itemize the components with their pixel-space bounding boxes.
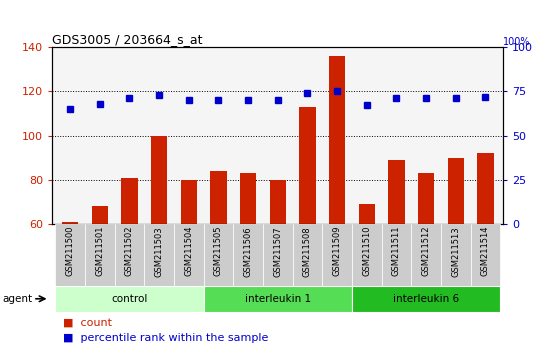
Text: GSM211510: GSM211510 — [362, 226, 371, 276]
Bar — [55, 224, 85, 286]
Text: GSM211508: GSM211508 — [303, 226, 312, 276]
Text: ■  percentile rank within the sample: ■ percentile rank within the sample — [63, 333, 268, 343]
Text: GSM211511: GSM211511 — [392, 226, 401, 276]
Bar — [204, 286, 352, 312]
Bar — [263, 224, 293, 286]
Bar — [180, 180, 197, 224]
Text: GSM211509: GSM211509 — [333, 226, 342, 276]
Bar — [144, 224, 174, 286]
Text: GSM211514: GSM211514 — [481, 226, 490, 276]
Bar — [62, 222, 78, 224]
Text: GSM211507: GSM211507 — [273, 226, 282, 276]
Bar — [441, 224, 471, 286]
Text: GSM211512: GSM211512 — [422, 226, 431, 276]
Bar — [240, 173, 256, 224]
Bar — [418, 173, 434, 224]
Bar — [174, 224, 204, 286]
Bar — [210, 171, 227, 224]
Bar — [151, 136, 167, 224]
Bar — [322, 224, 352, 286]
Text: interleukin 1: interleukin 1 — [245, 294, 311, 304]
Bar — [448, 158, 464, 224]
Bar — [114, 224, 144, 286]
Bar — [359, 204, 375, 224]
Text: GSM211506: GSM211506 — [244, 226, 252, 276]
Bar — [85, 224, 114, 286]
Bar — [352, 224, 382, 286]
Text: GSM211500: GSM211500 — [65, 226, 75, 276]
Text: GDS3005 / 203664_s_at: GDS3005 / 203664_s_at — [52, 33, 203, 46]
Text: GSM211504: GSM211504 — [184, 226, 193, 276]
Text: ■  count: ■ count — [63, 318, 112, 328]
Text: GSM211501: GSM211501 — [95, 226, 104, 276]
Bar — [270, 180, 286, 224]
Bar — [91, 206, 108, 224]
Bar — [121, 178, 138, 224]
Bar — [411, 224, 441, 286]
Text: GSM211513: GSM211513 — [452, 226, 460, 276]
Text: 100%: 100% — [503, 37, 531, 47]
Bar — [382, 224, 411, 286]
Bar — [293, 224, 322, 286]
Bar — [204, 224, 233, 286]
Text: interleukin 6: interleukin 6 — [393, 294, 459, 304]
Bar — [352, 286, 500, 312]
Bar — [55, 286, 204, 312]
Text: GSM211502: GSM211502 — [125, 226, 134, 276]
Bar — [477, 153, 493, 224]
Text: GSM211505: GSM211505 — [214, 226, 223, 276]
Bar — [299, 107, 316, 224]
Bar — [388, 160, 405, 224]
Bar — [233, 224, 263, 286]
Text: GSM211503: GSM211503 — [155, 226, 163, 276]
Bar — [329, 56, 345, 224]
Text: control: control — [111, 294, 147, 304]
Text: agent: agent — [3, 294, 33, 304]
Bar — [471, 224, 501, 286]
